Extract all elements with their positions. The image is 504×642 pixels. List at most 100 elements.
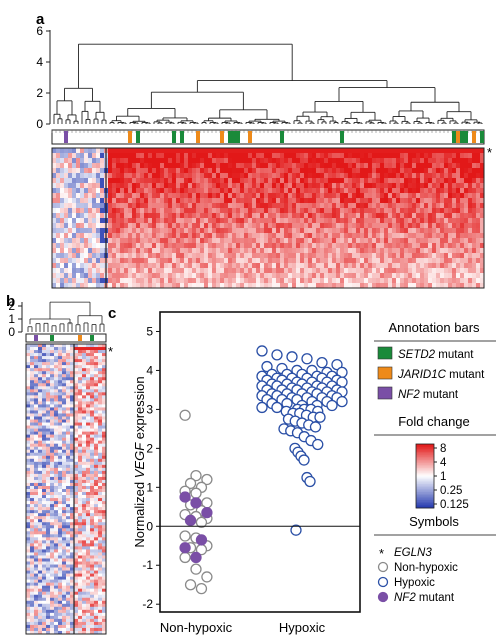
heatmap-cell (280, 268, 285, 274)
heatmap-cell (320, 258, 325, 264)
heatmap-cell (132, 168, 137, 174)
heatmap-cell (76, 243, 81, 249)
heatmap-cell (50, 416, 55, 420)
heatmap-cell (86, 467, 91, 472)
heatmap-cell (30, 464, 35, 469)
heatmap-cell (30, 531, 35, 535)
heatmap-cell (416, 213, 421, 219)
heatmap-cell (340, 283, 345, 289)
heatmap-cell (280, 258, 285, 264)
heatmap-cell (212, 173, 217, 179)
heatmap-cell (108, 258, 113, 264)
heatmap-cell (38, 374, 43, 378)
heatmap-cell (476, 253, 481, 259)
heatmap-cell (100, 178, 105, 184)
heatmap-cell (188, 218, 193, 224)
heatmap-cell (392, 243, 397, 249)
heatmap-cell (70, 531, 75, 535)
heatmap-cell (96, 173, 101, 179)
heatmap-cell (268, 148, 273, 154)
heatmap-cell (284, 208, 289, 214)
heatmap-cell (76, 268, 81, 274)
heatmap-cell (102, 452, 107, 456)
heatmap-cell (384, 218, 389, 224)
heatmap-cell (94, 377, 99, 381)
heatmap-cell (90, 519, 95, 523)
heatmap-cell (412, 223, 417, 229)
heatmap-cell (192, 233, 197, 239)
heatmap-cell (168, 218, 173, 224)
heatmap-cell (82, 516, 87, 520)
heatmap-cell (50, 356, 55, 360)
annotation-mutation-mark (232, 131, 236, 143)
heatmap-cell (62, 552, 67, 556)
heatmap-cell (42, 347, 47, 351)
heatmap-cell (100, 158, 105, 164)
heatmap-cell (94, 344, 99, 348)
heatmap-cell (56, 208, 61, 214)
heatmap-cell (34, 558, 39, 562)
heatmap-cell (94, 368, 99, 372)
heatmap-cell (120, 163, 125, 169)
heatmap-cell (424, 233, 429, 239)
heatmap-cell (428, 198, 433, 204)
heatmap-cell (208, 278, 213, 284)
heatmap-cell (356, 253, 361, 259)
heatmap-cell (128, 168, 133, 174)
heatmap-cell (34, 470, 39, 475)
heatmap-cell (50, 455, 55, 459)
heatmap-cell (94, 473, 99, 478)
heatmap-cell (38, 392, 43, 396)
heatmap-cell (60, 218, 65, 224)
heatmap-cell (60, 208, 65, 214)
heatmap-cell (90, 395, 95, 399)
heatmap-cell (392, 198, 397, 204)
heatmap-cell (62, 537, 67, 541)
heatmap-cell (328, 148, 333, 154)
heatmap-cell (156, 248, 161, 254)
heatmap-cell (78, 531, 83, 535)
heatmap-cell (248, 193, 253, 199)
heatmap-cell (120, 153, 125, 159)
heatmap-cell (384, 233, 389, 239)
heatmap-cell (364, 153, 369, 159)
heatmap-cell (168, 208, 173, 214)
heatmap-cell (60, 203, 65, 209)
heatmap-cell (84, 208, 89, 214)
heatmap-cell (54, 555, 59, 559)
heatmap-cell (128, 258, 133, 264)
heatmap-cell (46, 540, 51, 544)
heatmap-cell (172, 243, 177, 249)
heatmap-cell (164, 238, 169, 244)
heatmap-cell (284, 183, 289, 189)
heatmap-cell (50, 380, 55, 384)
heatmap-cell (56, 148, 61, 154)
heatmap-cell (300, 148, 305, 154)
heatmap-cell (76, 228, 81, 234)
heatmap-cell (70, 452, 75, 456)
heatmap-cell (336, 178, 341, 184)
heatmap-cell (252, 168, 257, 174)
heatmap-cell (74, 495, 79, 499)
heatmap-cell (332, 198, 337, 204)
heatmap-cell (216, 153, 221, 159)
heatmap-cell (64, 208, 69, 214)
heatmap-cell (60, 158, 65, 164)
heatmap-cell (70, 455, 75, 459)
heatmap-cell (38, 537, 43, 541)
heatmap-cell (364, 278, 369, 284)
heatmap-cell (58, 461, 63, 466)
heatmap-cell (236, 203, 241, 209)
annotation-mutation-mark (180, 131, 184, 143)
heatmap-cell (54, 452, 59, 456)
heatmap-cell (212, 228, 217, 234)
heatmap-cell (360, 228, 365, 234)
heatmap-cell (108, 178, 113, 184)
heatmap-cell (50, 446, 55, 450)
heatmap-cell (128, 163, 133, 169)
heatmap-cell (204, 198, 209, 204)
heatmap-cell (316, 248, 321, 254)
heatmap-cell (432, 228, 437, 234)
heatmap-cell (356, 153, 361, 159)
heatmap-cell (312, 153, 317, 159)
